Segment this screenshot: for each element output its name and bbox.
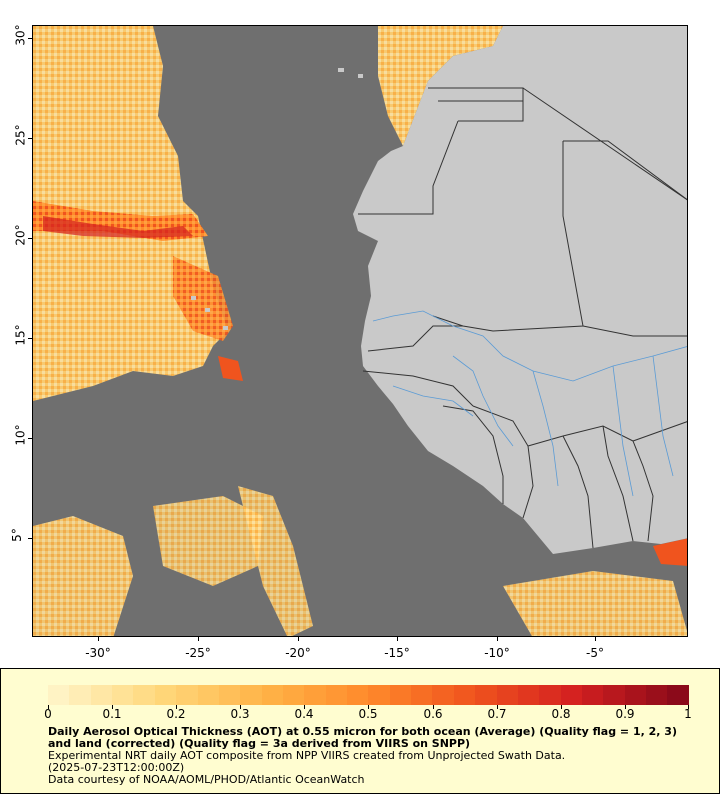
colorbar-swatch bbox=[368, 685, 390, 705]
colorbar-swatch bbox=[389, 685, 412, 705]
y-tickmark bbox=[28, 38, 32, 39]
colorbar-label: 0.5 bbox=[358, 707, 378, 721]
colorbar-swatch bbox=[581, 685, 604, 705]
country-borders bbox=[358, 87, 687, 549]
colorbar-label: 0.7 bbox=[487, 707, 507, 721]
rivers bbox=[372, 310, 687, 497]
colorbar-tickmark bbox=[112, 705, 113, 709]
y-tick-label: 5° bbox=[9, 528, 24, 542]
colorbar-label: 0.6 bbox=[423, 707, 443, 721]
y-tick-label: 30° bbox=[13, 24, 28, 46]
x-tick-label: -25° bbox=[185, 646, 211, 660]
colorbar-swatch bbox=[560, 685, 582, 705]
colorbar-tickmark bbox=[304, 705, 305, 709]
colorbar-swatch bbox=[411, 685, 433, 705]
y-tick-label: 15° bbox=[13, 324, 28, 346]
colorbar-swatch bbox=[667, 685, 689, 705]
colorbar-tickmark bbox=[688, 705, 689, 709]
colorbar-swatch bbox=[517, 685, 540, 705]
colorbar-label: 0.1 bbox=[102, 707, 122, 721]
colorbar-tickmark bbox=[625, 705, 626, 709]
colorbar-swatch bbox=[539, 685, 561, 705]
x-tick-label: -30° bbox=[85, 646, 111, 660]
y-tick-label: 20° bbox=[13, 224, 28, 246]
y-tickmark bbox=[28, 538, 32, 539]
x-tickmark bbox=[98, 637, 99, 641]
map-canvas bbox=[33, 26, 687, 636]
colorbar-tickmark bbox=[176, 705, 177, 709]
colorbar-swatch bbox=[603, 685, 625, 705]
colorbar-swatch bbox=[325, 685, 348, 705]
colorbar-swatch bbox=[48, 685, 70, 705]
colorbar-label: 1 bbox=[684, 707, 692, 721]
colorbar-tickmark bbox=[561, 705, 562, 709]
colorbar-swatch bbox=[496, 685, 518, 705]
x-tick-label: -10° bbox=[484, 646, 510, 660]
colorbar-swatch bbox=[475, 685, 497, 705]
colorbar-swatch bbox=[154, 685, 177, 705]
y-tickmark bbox=[28, 238, 32, 239]
colorbar-swatch bbox=[261, 685, 283, 705]
legend-timestamp: (2025-07-23T12:00:00Z) bbox=[48, 761, 185, 774]
colorbar-swatch bbox=[112, 685, 134, 705]
y-tick-label: 25° bbox=[13, 124, 28, 146]
colorbar-swatch bbox=[176, 685, 198, 705]
legend-panel: 0 0.1 0.2 0.3 0.4 0.5 0.6 0.7 0.8 0.9 1 … bbox=[0, 668, 720, 794]
x-tick-label: -5° bbox=[586, 646, 604, 660]
colorbar-label: 0.3 bbox=[230, 707, 250, 721]
x-tickmark bbox=[497, 637, 498, 641]
colorbar-swatch bbox=[240, 685, 262, 705]
colorbar-swatch bbox=[304, 685, 326, 705]
y-tickmark bbox=[28, 138, 32, 139]
y-tick-label: 10° bbox=[13, 424, 28, 446]
colorbar-label: 0 bbox=[44, 707, 52, 721]
x-tick-label: -20° bbox=[285, 646, 311, 660]
colorbar-swatch bbox=[133, 685, 155, 705]
colorbar-swatch bbox=[453, 685, 476, 705]
colorbar bbox=[48, 685, 689, 705]
legend-title: Daily Aerosol Optical Thickness (AOT) at… bbox=[48, 725, 677, 750]
map-panel bbox=[32, 25, 688, 637]
x-tickmark bbox=[198, 637, 199, 641]
colorbar-swatch bbox=[624, 685, 647, 705]
colorbar-swatch bbox=[432, 685, 454, 705]
colorbar-label: 0.8 bbox=[551, 707, 571, 721]
x-tickmark bbox=[298, 637, 299, 641]
x-tick-label: -15° bbox=[384, 646, 410, 660]
aot-plume bbox=[33, 26, 687, 636]
x-tickmark bbox=[397, 637, 398, 641]
colorbar-swatch bbox=[347, 685, 369, 705]
colorbar-swatch bbox=[69, 685, 91, 705]
colorbar-label: 0.2 bbox=[166, 707, 186, 721]
colorbar-tickmark bbox=[48, 705, 49, 709]
colorbar-tickmark bbox=[497, 705, 498, 709]
land-mass bbox=[191, 26, 687, 554]
colorbar-label: 0.4 bbox=[294, 707, 314, 721]
legend-description: Experimental NRT daily AOT composite fro… bbox=[48, 749, 566, 762]
x-tickmark bbox=[595, 637, 596, 641]
colorbar-tickmark bbox=[433, 705, 434, 709]
colorbar-swatch bbox=[646, 685, 668, 705]
legend-credit: Data courtesy of NOAA/AOML/PHOD/Atlantic… bbox=[48, 773, 365, 786]
y-tickmark bbox=[28, 438, 32, 439]
colorbar-swatch bbox=[90, 685, 113, 705]
colorbar-swatch bbox=[197, 685, 219, 705]
colorbar-swatch bbox=[282, 685, 305, 705]
colorbar-label: 0.9 bbox=[615, 707, 635, 721]
y-tickmark bbox=[28, 338, 32, 339]
colorbar-tickmark bbox=[368, 705, 369, 709]
colorbar-tickmark bbox=[240, 705, 241, 709]
colorbar-swatch bbox=[218, 685, 241, 705]
